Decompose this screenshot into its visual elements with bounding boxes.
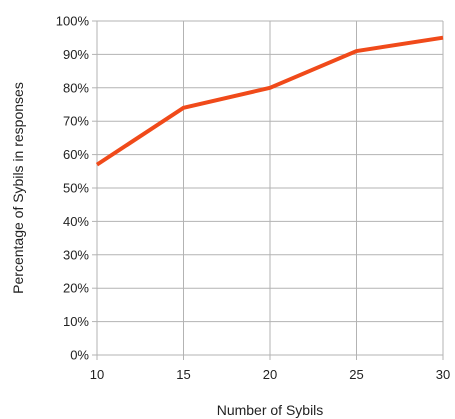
y-tick-label: 80%: [63, 80, 89, 95]
y-tick-label: 70%: [63, 114, 89, 129]
x-tick-label: 15: [176, 367, 190, 382]
y-axis-ticks: 0% 10% 20% 30% 40% 50% 60% 70% 80% 90% 100%: [56, 14, 97, 363]
series-group: [95, 35, 444, 167]
y-tick-label: 30%: [63, 247, 89, 262]
y-tick-label: 100%: [56, 14, 90, 29]
y-tick-label: 0%: [70, 348, 89, 363]
x-tick-label: 25: [349, 367, 363, 382]
x-axis-ticks: 10 15 20 25 30: [90, 355, 450, 382]
y-tick-label: 50%: [63, 181, 89, 196]
series-line: [95, 35, 444, 167]
x-tick-label: 20: [263, 367, 277, 382]
y-tick-label: 90%: [63, 47, 89, 62]
x-axis-label: Number of Sybils: [217, 402, 324, 418]
y-tick-label: 60%: [63, 147, 89, 162]
y-tick-label: 20%: [63, 281, 89, 296]
y-tick-label: 10%: [63, 314, 89, 329]
grid-lines: [96, 20, 444, 356]
y-axis-label: Percentage of Sybils in responses: [10, 82, 26, 294]
x-tick-label: 30: [436, 367, 450, 382]
y-tick-label: 40%: [63, 214, 89, 229]
x-tick-label: 10: [90, 367, 104, 382]
